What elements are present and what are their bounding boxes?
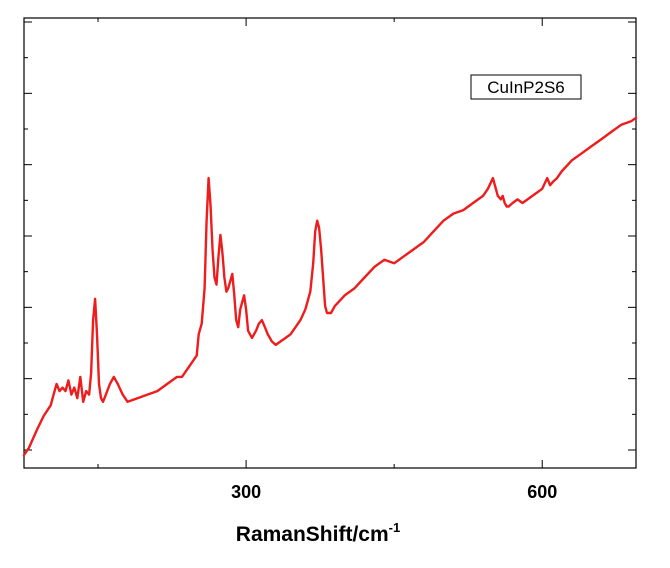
axis-ticks [24,18,636,468]
legend-entry: CuInP2S6 [487,78,565,97]
legend: CuInP2S6 [470,74,582,100]
legend-box [470,74,582,100]
x-tick-labels: 300 600 [231,482,557,502]
x-tick-label: 300 [231,482,261,502]
series-line [22,116,638,457]
plot-frame [23,17,637,469]
x-tick-label: 600 [527,482,557,502]
x-axis-title: RamanShift/cm-1 [236,520,400,546]
